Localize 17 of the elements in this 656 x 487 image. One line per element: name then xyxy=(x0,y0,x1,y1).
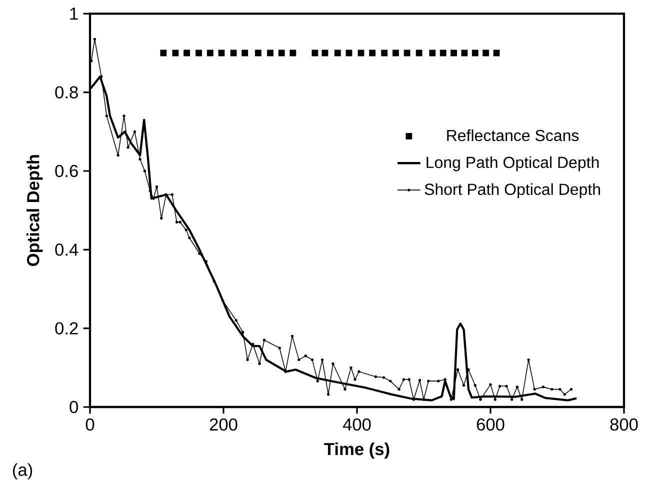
y-tick-label: 0.4 xyxy=(55,244,78,256)
y-tick-label: 0.8 xyxy=(55,86,78,98)
x-tick-label: 0 xyxy=(86,418,94,431)
x-tick-label: 400 xyxy=(342,418,371,431)
y-tick-label: 0 xyxy=(70,400,78,414)
text: (a) xyxy=(13,463,32,480)
y-tick-label: 1 xyxy=(70,8,78,20)
legend-label: Reflectance Scans xyxy=(447,129,579,142)
x-axis-title: Time (s) xyxy=(324,442,390,459)
x-tick-label: 600 xyxy=(476,418,504,431)
legend-label: Long Path Optical Depth xyxy=(426,156,599,172)
y-tick-label: 0.6 xyxy=(55,164,78,178)
legend-label: Short Path Optical Depth xyxy=(424,183,600,198)
y-tick-label: 0.2 xyxy=(55,322,78,334)
x-tick-label: 800 xyxy=(610,418,638,431)
x-tick-label: 200 xyxy=(210,418,238,431)
y-axis-title: Optical Depth xyxy=(26,155,43,266)
